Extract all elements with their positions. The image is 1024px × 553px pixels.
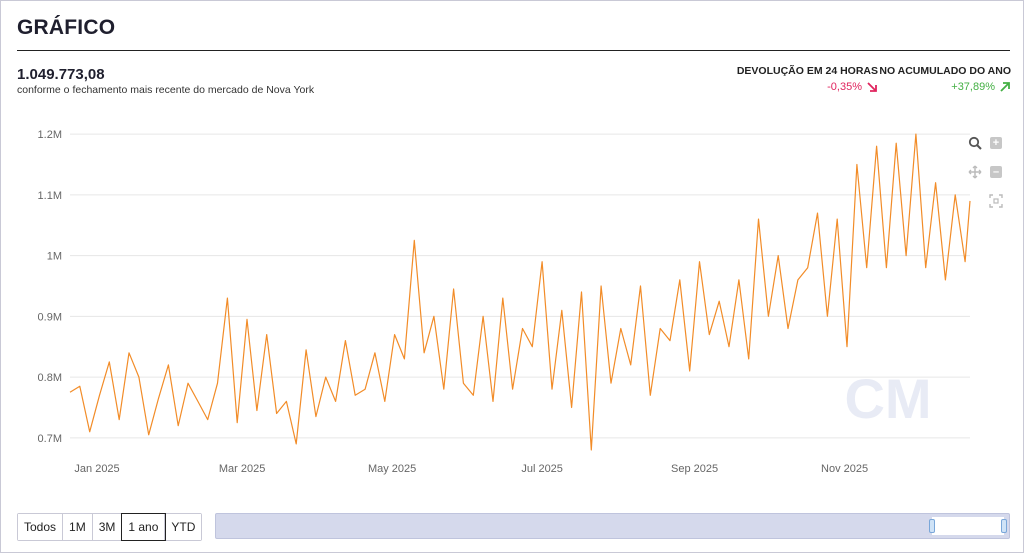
x-tick-label: Sep 2025	[671, 463, 718, 475]
x-tick-label: Jan 2025	[74, 463, 119, 475]
y-axis-labels: 0.7M 0.8M 0.9M 1M 1.1M 1.2M	[38, 129, 62, 445]
fullscreen-reset-icon	[989, 194, 1003, 208]
y-tick-label: 1.2M	[38, 129, 62, 141]
arrow-down-right-icon	[867, 82, 877, 92]
price-value: 1.049.773,08	[17, 66, 105, 83]
y-tick-label: 0.8M	[38, 372, 62, 384]
chart-grid	[70, 133, 970, 439]
line-chart: CM 0.7M 0.8M 0.9M 1M 1.1M 1.2M Jan 2025 Mar 20…	[38, 129, 971, 475]
plus-icon: +	[990, 137, 1002, 149]
series-line[interactable]	[69, 133, 971, 451]
x-tick-label: Mar 2025	[219, 463, 265, 475]
stat-24h: DEVOLUÇÃO EM 24 HORAS -0,35%	[737, 65, 878, 93]
range-3m-button[interactable]: 3M	[92, 514, 123, 540]
stat-24h-label: DEVOLUÇÃO EM 24 HORAS	[736, 65, 878, 77]
y-tick-label: 1M	[47, 251, 62, 263]
minus-icon: –	[990, 166, 1002, 178]
y-tick-label: 0.9M	[38, 311, 62, 323]
navigator-scrollbar[interactable]	[215, 513, 1010, 539]
y-tick-label: 0.7M	[38, 433, 62, 445]
page-title: GRÁFICO	[17, 16, 116, 39]
magnifier-icon	[968, 136, 982, 150]
stat-24h-value: -0,35%	[827, 81, 862, 93]
price-subtitle: conforme o fechamento mais recente do me…	[17, 84, 315, 96]
series-group	[69, 133, 971, 451]
navigator-left-handle[interactable]	[929, 519, 935, 533]
x-axis-labels: Jan 2025 Mar 2025 May 2025 Jul 2025 Sep 2025…	[74, 463, 868, 475]
navigator-window[interactable]	[932, 517, 1004, 535]
range-ytd-button[interactable]: YTD	[165, 514, 202, 540]
x-tick-label: Nov 2025	[821, 463, 868, 475]
stat-ytd: NO ACUMULADO DO ANO +37,89%	[879, 65, 1011, 93]
range-1y-button[interactable]: 1 ano	[121, 513, 167, 541]
move-icon	[968, 165, 982, 179]
zoom-in-button[interactable]: +	[989, 136, 1003, 150]
stat-ytd-label: NO ACUMULADO DO ANO	[879, 65, 1011, 77]
stat-ytd-value: +37,89%	[951, 81, 995, 93]
navigator-right-handle[interactable]	[1001, 519, 1007, 533]
title-divider	[17, 50, 1010, 51]
x-tick-label: May 2025	[368, 463, 416, 475]
pan-tool[interactable]	[968, 165, 982, 179]
range-all-button[interactable]: Todos	[18, 514, 64, 540]
reset-zoom-button[interactable]	[989, 194, 1003, 208]
range-selector: Todos 1M 3M 1 ano YTD	[17, 513, 203, 541]
x-tick-label: Jul 2025	[521, 463, 563, 475]
y-tick-label: 1.1M	[38, 190, 62, 202]
watermark-logo: CM	[844, 367, 931, 430]
zoom-tool[interactable]	[968, 136, 982, 150]
arrow-up-right-icon	[1000, 82, 1010, 92]
zoom-out-button[interactable]: –	[989, 165, 1003, 179]
range-1m-button[interactable]: 1M	[63, 514, 93, 540]
